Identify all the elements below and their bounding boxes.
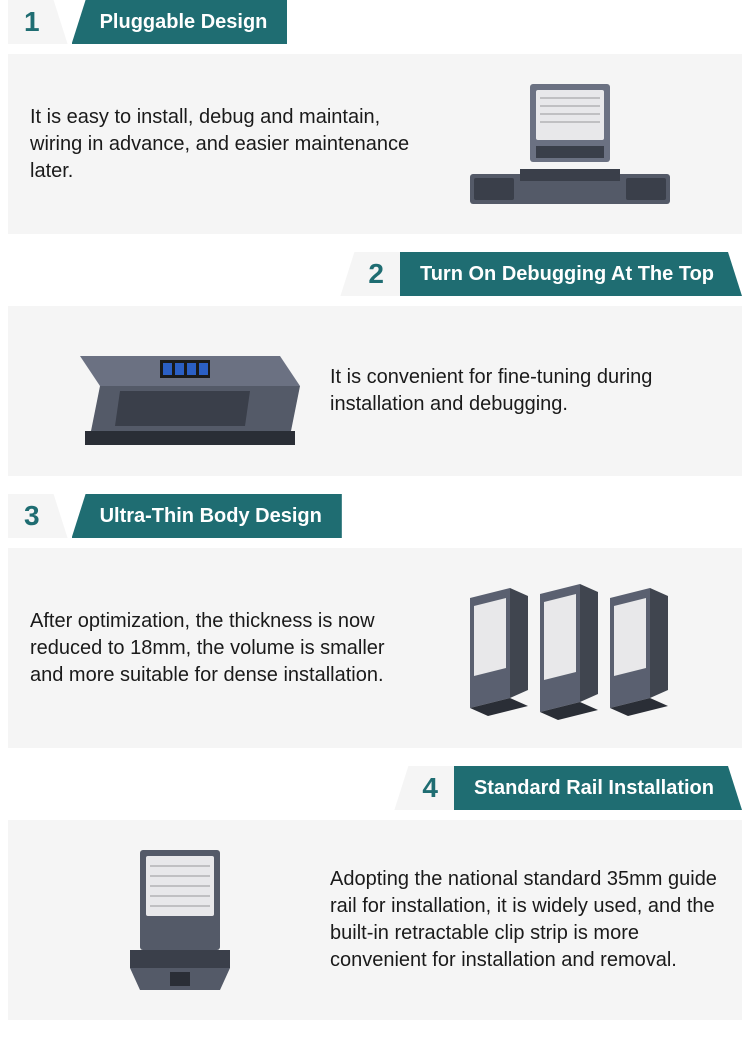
feature-section-3: 3 Ultra-Thin Body Design After optimizat…	[0, 494, 750, 748]
section-text: It is easy to install, debug and maintai…	[30, 104, 420, 185]
section-title: Ultra-Thin Body Design	[72, 494, 342, 538]
section-text: It is convenient for fine-tuning during …	[330, 364, 720, 418]
section-header: 2 Turn On Debugging At The Top	[0, 252, 746, 296]
section-title: Standard Rail Installation	[454, 766, 742, 810]
feature-section-1: 1 Pluggable Design It is easy to install…	[0, 0, 750, 234]
section-header: 3 Ultra-Thin Body Design	[8, 494, 750, 538]
section-number: 2	[340, 252, 400, 296]
rail-product-image	[30, 840, 330, 1000]
section-panel: Adopting the national standard 35mm guid…	[8, 820, 742, 1020]
pluggable-product-image	[420, 74, 720, 214]
section-number: 4	[394, 766, 454, 810]
section-title: Turn On Debugging At The Top	[400, 252, 742, 296]
section-text: After optimization, the thickness is now…	[30, 608, 420, 689]
debugging-product-image	[30, 326, 330, 456]
section-header: 4 Standard Rail Installation	[0, 766, 746, 810]
section-header: 1 Pluggable Design	[8, 0, 750, 44]
section-number: 3	[8, 494, 68, 538]
section-panel: It is easy to install, debug and maintai…	[8, 54, 742, 234]
section-title: Pluggable Design	[72, 0, 288, 44]
section-panel: It is convenient for fine-tuning during …	[8, 306, 742, 476]
section-text: Adopting the national standard 35mm guid…	[330, 866, 720, 974]
feature-section-2: 2 Turn On Debugging At The Top It is con…	[0, 252, 750, 476]
section-panel: After optimization, the thickness is now…	[8, 548, 742, 748]
ultrathin-product-image	[420, 568, 720, 728]
feature-section-4: 4 Standard Rail Installation Adopting th…	[0, 766, 750, 1020]
section-number: 1	[8, 0, 68, 44]
